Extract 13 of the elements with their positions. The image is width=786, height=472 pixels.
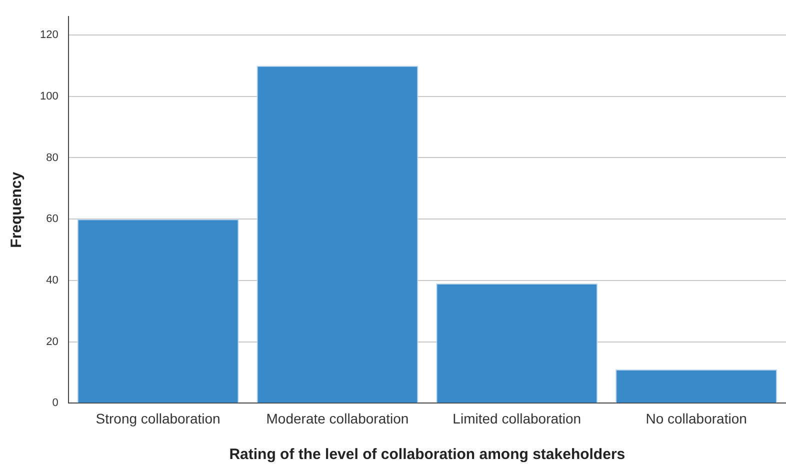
y-tick-label: 80 xyxy=(46,152,58,164)
y-axis-title: Frequency xyxy=(8,171,26,248)
x-tick-label: Moderate collaboration xyxy=(266,410,409,426)
y-tick-label: 20 xyxy=(46,336,58,348)
y-tick-label: 60 xyxy=(46,213,58,226)
x-tick-label: No collaboration xyxy=(646,410,747,426)
y-tick-label: 100 xyxy=(40,90,58,102)
x-tick-label: Limited collaboration xyxy=(452,410,582,426)
y-tick-label: 120 xyxy=(40,29,58,42)
x-axis-title: Rating of the level of collaboration among stakeholders xyxy=(229,446,626,464)
y-tick-label: 40 xyxy=(46,274,58,286)
y-tick-label: 0 xyxy=(52,397,58,410)
x-tick-label: Strong collaboration xyxy=(96,410,220,426)
